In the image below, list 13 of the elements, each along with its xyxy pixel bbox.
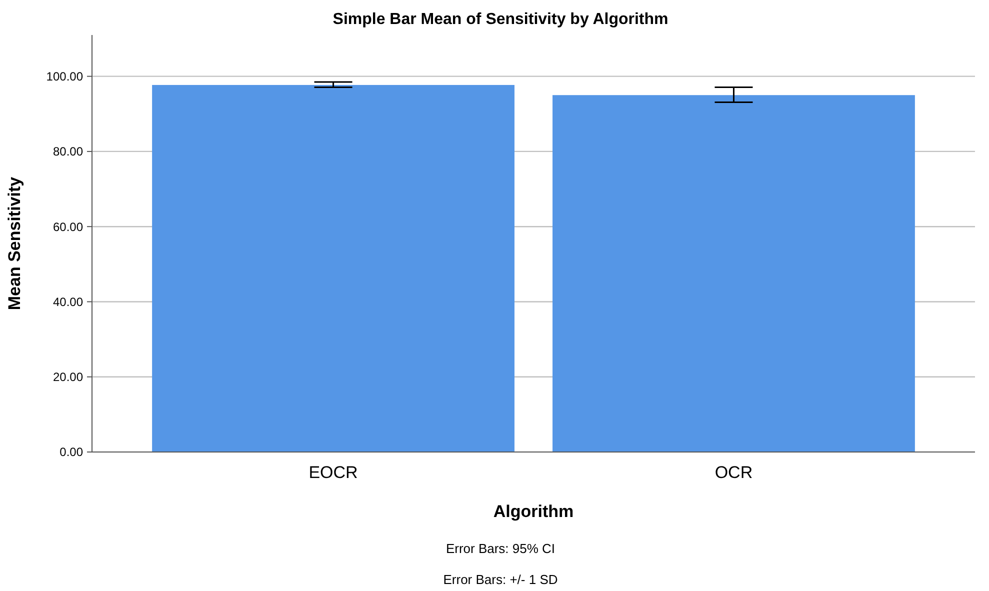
y-tick-label: 0.00 [60, 445, 84, 460]
x-tick-label: EOCR [308, 463, 358, 482]
text: Error Bars: 95% CI [446, 541, 556, 556]
y-tick-label: 60.00 [52, 220, 84, 234]
x-tick-label: OCR [714, 463, 753, 482]
y-tick-label: 100.00 [46, 70, 84, 84]
y-tick-label: 20.00 [52, 370, 84, 384]
y-axis-title: Mean Sensitivity [5, 176, 24, 310]
text: Error Bars: +/- 1 SD [443, 572, 558, 587]
y-tick-label: 40.00 [52, 294, 84, 309]
y-tick-label: 80.00 [52, 144, 84, 159]
chart-title: Simple Bar Mean of Sensitivity by Algorithm [332, 11, 668, 28]
x-axis-title: Algorithm [493, 502, 574, 521]
